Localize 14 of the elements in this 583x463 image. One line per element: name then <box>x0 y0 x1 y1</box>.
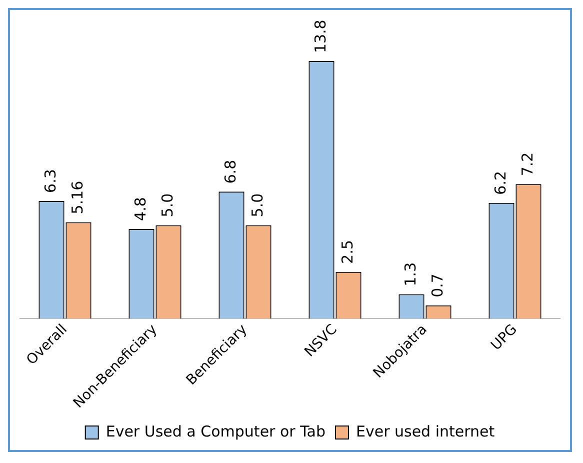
data-label: 2.5 <box>338 240 356 264</box>
data-label: 6.2 <box>491 170 510 195</box>
data-label: 5.16 <box>68 180 86 214</box>
data-label: 13.8 <box>311 20 330 54</box>
data-label: 1.3 <box>401 262 420 286</box>
data-label: 6.3 <box>41 169 60 193</box>
data-label: 6.8 <box>221 160 240 184</box>
legend-label: Ever used internet <box>356 422 495 440</box>
data-label: 4.8 <box>131 197 150 221</box>
data-label: 5.0 <box>158 193 176 218</box>
legend-label: Ever Used a Computer or Tab <box>106 422 326 440</box>
data-label: 5.0 <box>248 193 266 218</box>
data-label: 7.2 <box>518 152 536 176</box>
data-label: 0.7 <box>428 274 446 298</box>
